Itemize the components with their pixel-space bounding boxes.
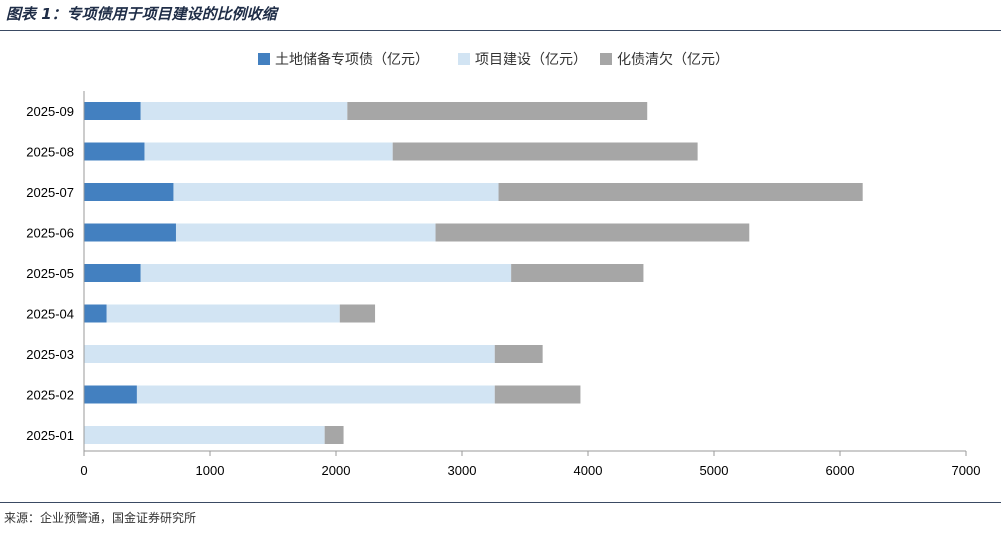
bar-segment: [144, 142, 393, 161]
bar-segment: [84, 345, 495, 363]
bar-segment: [84, 304, 107, 323]
stacked-bar-chart: 土地储备专项债（亿元） 项目建设（亿元） 化债清欠（亿元） 2025-01 2025-0…: [26, 51, 981, 478]
bottom-rule: [0, 502, 1001, 503]
bar-segment: [498, 183, 863, 201]
bar-segment: [84, 426, 325, 444]
bar-segment: [339, 304, 376, 323]
bar-segment: [494, 345, 543, 363]
legend-swatch: [258, 53, 270, 65]
bar-segment: [84, 385, 137, 404]
y-tick-label: 2025-02: [26, 388, 74, 403]
bar-segment: [84, 223, 176, 242]
figure-title: 图表 1：专项债用于项目建设的比例收缩: [6, 5, 277, 23]
bar-segment: [84, 183, 174, 201]
x-tick-label: 6000: [826, 463, 855, 478]
x-tick-label: 1000: [196, 463, 225, 478]
bar-segment: [173, 183, 499, 201]
bar-segment: [435, 223, 750, 242]
source-note: 来源：企业预警通，国金证券研究所: [4, 511, 197, 525]
legend-label: 化债清欠（亿元）: [617, 52, 729, 68]
x-tick-label: 0: [80, 463, 87, 478]
y-tick-label: 2025-08: [26, 145, 74, 160]
x-tick-label: 5000: [700, 463, 729, 478]
x-tick-label: 4000: [574, 463, 603, 478]
legend-label: 土地储备专项债（亿元）: [275, 51, 429, 68]
bar-segment: [106, 304, 340, 323]
top-rule: [0, 30, 1001, 31]
bar-segment: [140, 264, 512, 282]
y-tick-label: 2025-09: [26, 104, 74, 119]
y-tick-label: 2025-03: [26, 347, 74, 362]
bar-segment: [494, 385, 581, 404]
bar-segment: [84, 102, 141, 120]
x-tick-label: 7000: [952, 463, 981, 478]
bar-segment: [140, 102, 348, 120]
x-tick-label: 3000: [448, 463, 477, 478]
y-tick-label: 2025-01: [26, 428, 74, 443]
bar-segment: [136, 385, 495, 404]
x-tick-label: 2000: [322, 463, 351, 478]
bar-segment: [84, 264, 141, 282]
y-tick-label: 2025-07: [26, 185, 74, 200]
bar-segment: [392, 142, 698, 161]
y-tick-label: 2025-05: [26, 266, 74, 281]
bar-segment: [84, 142, 145, 161]
legend-label: 项目建设（亿元）: [475, 52, 587, 68]
y-tick-label: 2025-04: [26, 307, 74, 322]
y-tick-label: 2025-06: [26, 226, 74, 241]
legend-swatch: [600, 53, 612, 65]
bar-segment: [511, 264, 644, 282]
bar-segment: [324, 426, 344, 444]
bar-segment: [347, 102, 648, 120]
bar-segment: [175, 223, 436, 242]
legend-swatch: [458, 53, 470, 65]
